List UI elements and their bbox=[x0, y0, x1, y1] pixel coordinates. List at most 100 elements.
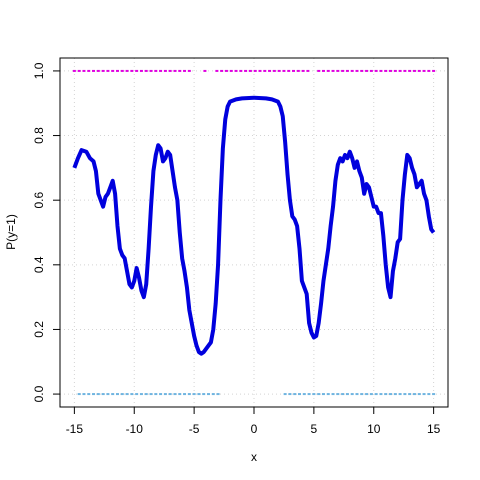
line bbox=[72, 95, 436, 356]
point bbox=[408, 69, 412, 72]
point bbox=[111, 393, 115, 396]
point bbox=[389, 69, 393, 72]
point bbox=[248, 69, 252, 72]
point bbox=[253, 69, 257, 72]
point bbox=[159, 393, 163, 396]
point bbox=[149, 393, 153, 396]
point bbox=[331, 69, 335, 72]
point bbox=[432, 393, 436, 396]
point bbox=[350, 393, 354, 396]
point bbox=[282, 69, 286, 72]
point bbox=[135, 393, 139, 396]
point bbox=[106, 69, 110, 72]
point bbox=[216, 393, 220, 396]
point bbox=[159, 69, 163, 72]
point bbox=[288, 393, 292, 396]
point bbox=[302, 393, 306, 396]
point bbox=[321, 393, 325, 396]
point bbox=[398, 69, 402, 72]
point bbox=[92, 69, 96, 72]
point bbox=[203, 69, 207, 72]
point bbox=[422, 69, 426, 72]
x-tick-label: 0 bbox=[251, 422, 258, 436]
point bbox=[239, 69, 243, 72]
point bbox=[87, 69, 91, 72]
x-tick-label: 10 bbox=[367, 422, 381, 436]
point bbox=[341, 69, 345, 72]
y-tick-label: 0.2 bbox=[32, 321, 46, 338]
point bbox=[326, 393, 330, 396]
point bbox=[139, 393, 143, 396]
point bbox=[301, 69, 305, 72]
point bbox=[365, 393, 369, 396]
point bbox=[120, 69, 124, 72]
point bbox=[317, 69, 321, 72]
point bbox=[101, 69, 105, 72]
point bbox=[369, 393, 373, 396]
point bbox=[321, 69, 325, 72]
y-tick-label: 0.6 bbox=[32, 192, 46, 209]
point bbox=[197, 393, 201, 396]
point bbox=[96, 393, 100, 396]
point bbox=[72, 69, 76, 72]
point bbox=[374, 393, 378, 396]
x-tick-label: 5 bbox=[311, 422, 318, 436]
point bbox=[178, 69, 182, 72]
point bbox=[298, 393, 302, 396]
point bbox=[331, 393, 335, 396]
point bbox=[272, 69, 276, 72]
point bbox=[144, 69, 148, 72]
point bbox=[111, 69, 115, 72]
point bbox=[130, 69, 134, 72]
point bbox=[206, 393, 210, 396]
point bbox=[393, 69, 397, 72]
y-tick-label: 0.8 bbox=[32, 127, 46, 144]
point bbox=[234, 69, 238, 72]
point bbox=[154, 393, 158, 396]
point bbox=[365, 69, 369, 72]
y-tick-label: 0.4 bbox=[32, 256, 46, 273]
point bbox=[341, 393, 345, 396]
point bbox=[229, 69, 233, 72]
y-axis-label: P(y=1) bbox=[4, 214, 18, 250]
point bbox=[211, 393, 215, 396]
point bbox=[379, 69, 383, 72]
point bbox=[168, 393, 172, 396]
point bbox=[403, 69, 407, 72]
point bbox=[432, 69, 436, 72]
point bbox=[277, 69, 281, 72]
point bbox=[293, 393, 297, 396]
plot-frame bbox=[59, 57, 449, 408]
x-tick-label: -15 bbox=[66, 422, 84, 436]
point bbox=[192, 393, 196, 396]
point bbox=[87, 393, 91, 396]
point bbox=[312, 393, 316, 396]
point bbox=[183, 69, 187, 72]
point bbox=[154, 69, 158, 72]
point bbox=[355, 393, 359, 396]
point bbox=[183, 393, 187, 396]
point bbox=[139, 69, 143, 72]
point bbox=[263, 69, 267, 72]
point bbox=[326, 69, 330, 72]
point bbox=[360, 69, 364, 72]
y-tick-label: 0.0 bbox=[32, 385, 46, 402]
point bbox=[345, 69, 349, 72]
point bbox=[307, 393, 311, 396]
point bbox=[374, 69, 378, 72]
point bbox=[168, 69, 172, 72]
x-axis-label: x bbox=[251, 450, 257, 464]
point bbox=[283, 393, 287, 396]
point bbox=[187, 69, 191, 72]
point bbox=[427, 393, 431, 396]
point bbox=[336, 69, 340, 72]
point bbox=[350, 69, 354, 72]
x-tick-label: -5 bbox=[189, 422, 200, 436]
point bbox=[220, 69, 224, 72]
point bbox=[178, 393, 182, 396]
point bbox=[106, 393, 110, 396]
point bbox=[384, 69, 388, 72]
point bbox=[135, 69, 139, 72]
point bbox=[296, 69, 300, 72]
